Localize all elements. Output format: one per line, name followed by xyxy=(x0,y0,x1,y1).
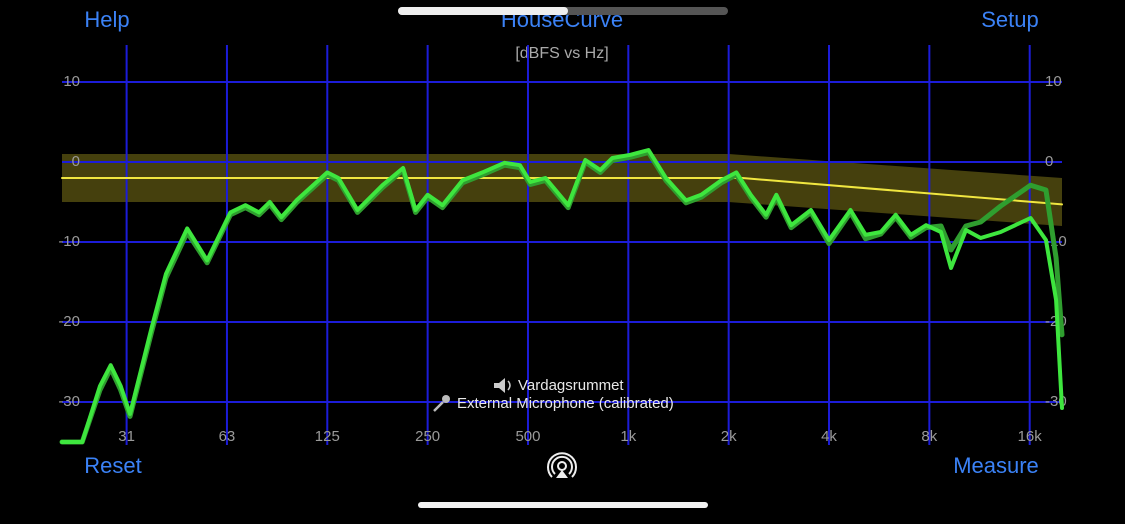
reset-button[interactable]: Reset xyxy=(84,453,141,478)
y-tick-label: 0 xyxy=(72,153,80,170)
target-band xyxy=(62,154,1062,226)
x-tick-label: 31 xyxy=(118,428,135,445)
x-tick-label: 2k xyxy=(721,428,737,445)
speaker-name: Vardagsrummet xyxy=(518,377,624,394)
target-curve xyxy=(61,177,1063,206)
y-tick-label: -10 xyxy=(58,233,80,250)
chart-subtitle: [dBFS vs Hz] xyxy=(515,45,608,62)
y-tick-label: -30 xyxy=(58,393,80,410)
x-tick-label: 4k xyxy=(821,428,837,445)
y-tick-label: 10 xyxy=(63,73,80,90)
mic-icon xyxy=(433,395,450,412)
airplay-icon[interactable] xyxy=(547,452,577,478)
x-tick-label: 8k xyxy=(921,428,937,445)
x-tick-label: 125 xyxy=(315,428,340,445)
y-tick-label: 0 xyxy=(1045,153,1053,170)
speaker-icon xyxy=(494,378,511,393)
scrubber-fill xyxy=(398,7,568,15)
microphone-name: External Microphone (calibrated) xyxy=(457,395,674,412)
x-tick-label: 500 xyxy=(515,428,540,445)
home-indicator xyxy=(418,502,708,508)
setup-button[interactable]: Setup xyxy=(981,7,1039,32)
measured-curve xyxy=(60,148,1064,444)
x-tick-label: 250 xyxy=(415,428,440,445)
help-button[interactable]: Help xyxy=(84,7,129,32)
measure-button[interactable]: Measure xyxy=(953,453,1039,478)
y-tick-label: 10 xyxy=(1045,73,1062,90)
x-tick-label: 1k xyxy=(620,428,636,445)
x-tick-label: 16k xyxy=(1018,428,1043,445)
x-tick-label: 63 xyxy=(219,428,236,445)
y-tick-label: -20 xyxy=(58,313,80,330)
plot: 31 63 125 250 500 1k 2k 4k 8k 16k-30 -30-20 -20-10-… xyxy=(58,45,1067,445)
